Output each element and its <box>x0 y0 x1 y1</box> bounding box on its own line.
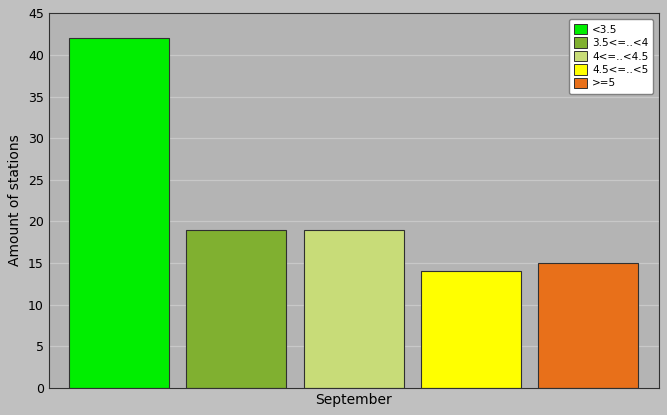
Bar <box>69 38 169 388</box>
Legend: <3.5, 3.5<=..<4, 4<=..<4.5, 4.5<=..<5, >=5: <3.5, 3.5<=..<4, 4<=..<4.5, 4.5<=..<5, >… <box>569 19 654 94</box>
Bar <box>538 263 638 388</box>
Bar <box>303 229 404 388</box>
Bar <box>187 229 286 388</box>
Y-axis label: Amount of stations: Amount of stations <box>8 135 22 266</box>
Bar <box>421 271 521 388</box>
